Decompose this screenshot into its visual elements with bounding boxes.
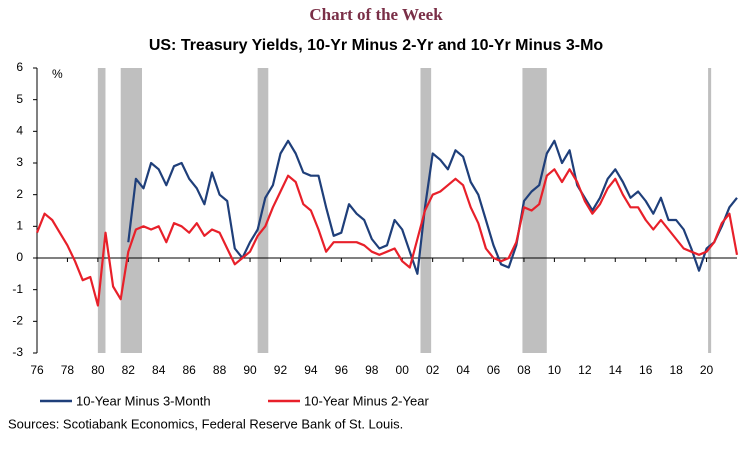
y-tick-label: 2	[16, 187, 23, 201]
y-tick-label: 1	[16, 219, 23, 233]
kicker: Chart of the Week	[309, 5, 443, 24]
x-tick-label: 78	[61, 363, 75, 377]
shaded-period	[522, 68, 547, 353]
y-tick-label: -2	[12, 314, 23, 328]
x-tick-label: 88	[213, 363, 227, 377]
y-tick-label: 6	[16, 60, 23, 74]
legend-label: 10-Year Minus 2-Year	[304, 393, 429, 408]
x-tick-label: 00	[396, 363, 410, 377]
x-tick-label: 98	[365, 363, 379, 377]
y-tick-label: 4	[16, 124, 23, 138]
x-tick-label: 10	[548, 363, 562, 377]
source-note: Sources: Scotiabank Economics, Federal R…	[8, 416, 403, 431]
shaded-period	[97, 68, 106, 353]
x-tick-label: 16	[639, 363, 653, 377]
x-tick-label: 82	[122, 363, 136, 377]
y-tick-label: -1	[12, 282, 23, 296]
x-tick-label: 12	[578, 363, 592, 377]
shaded-period	[708, 68, 712, 353]
y-tick-label: 5	[16, 92, 23, 106]
y-unit-label: %	[52, 67, 63, 81]
x-tick-label: 04	[456, 363, 470, 377]
x-tick-label: 08	[517, 363, 531, 377]
x-tick-label: 06	[487, 363, 501, 377]
x-tick-label: 80	[91, 363, 105, 377]
y-tick-label: -3	[12, 345, 23, 359]
x-tick-label: 90	[243, 363, 257, 377]
x-tick-label: 14	[609, 363, 623, 377]
y-tick-label: 3	[16, 155, 23, 169]
x-tick-label: 84	[152, 363, 166, 377]
x-tick-label: 92	[274, 363, 288, 377]
x-tick-label: 96	[335, 363, 349, 377]
series-line	[35, 168, 739, 307]
series-line	[127, 139, 738, 275]
y-tick-label: 0	[16, 250, 23, 264]
x-tick-label: 86	[182, 363, 196, 377]
chart-title: US: Treasury Yields, 10-Yr Minus 2-Yr an…	[149, 37, 604, 54]
x-tick-label: 94	[304, 363, 318, 377]
legend-label: 10-Year Minus 3-Month	[76, 393, 211, 408]
x-tick-label: 20	[700, 363, 714, 377]
x-tick-label: 18	[669, 363, 683, 377]
x-tick-label: 02	[426, 363, 440, 377]
x-tick-label: 76	[30, 363, 44, 377]
